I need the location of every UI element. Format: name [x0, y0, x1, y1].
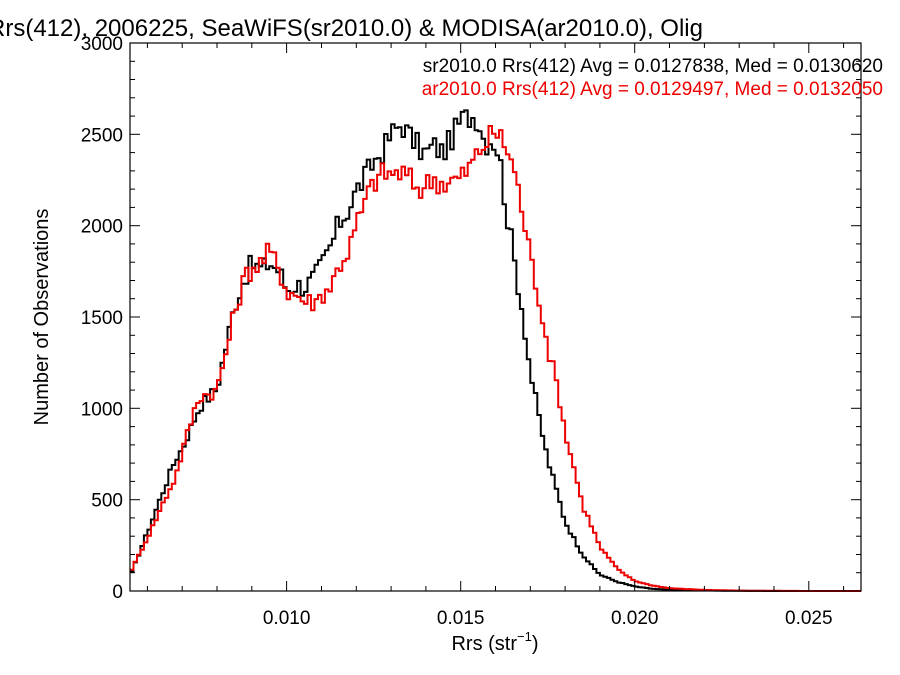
y-tick-label: 500: [91, 491, 123, 512]
x-tick-label: 0.020: [611, 608, 659, 629]
plot-frame: [129, 42, 862, 592]
y-axis: 0 500 1000 1500 2000 2500 3000: [81, 34, 861, 603]
series-line-ar2010: [130, 125, 861, 592]
x-axis-label-sup: −1: [517, 629, 532, 644]
legend-entry-sr2010: sr2010.0 Rrs(412) Avg = 0.0127838, Med =…: [423, 56, 883, 77]
x-tick-label: 0.010: [263, 608, 311, 629]
chart-title: Rrs(412), 2006225, SeaWiFS(sr2010.0) & M…: [0, 15, 703, 42]
y-tick-label: 1000: [81, 399, 123, 420]
x-axis-label-close: ): [532, 633, 539, 655]
x-axis: 0.010 0.015 0.020 0.025: [146, 43, 845, 629]
y-tick-label: 0: [112, 582, 123, 603]
y-axis-label: Number of Observations: [31, 209, 53, 426]
x-axis-label: Rrs (str−1): [451, 629, 538, 655]
x-tick-label: 0.025: [785, 608, 833, 629]
y-tick-label: 2000: [81, 217, 123, 238]
y-tick-label: 1500: [81, 308, 123, 329]
legend-entry-ar2010: ar2010.0 Rrs(412) Avg = 0.0129497, Med =…: [422, 79, 883, 100]
y-tick-label: 2500: [81, 125, 123, 146]
y-tick-label: 3000: [81, 34, 123, 55]
series-lines: [130, 109, 861, 592]
series-line-sr2010: [130, 109, 861, 592]
x-axis-label-main: Rrs (str: [451, 633, 517, 655]
x-tick-label: 0.015: [437, 608, 485, 629]
